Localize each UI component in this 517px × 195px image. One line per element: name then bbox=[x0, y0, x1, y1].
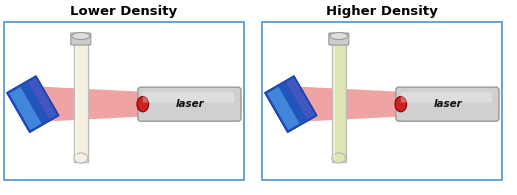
FancyBboxPatch shape bbox=[262, 22, 502, 180]
Polygon shape bbox=[32, 86, 229, 122]
FancyBboxPatch shape bbox=[329, 33, 349, 45]
Text: Higher Density: Higher Density bbox=[326, 5, 438, 19]
FancyBboxPatch shape bbox=[265, 76, 317, 133]
Ellipse shape bbox=[395, 97, 407, 112]
Text: laser: laser bbox=[176, 99, 205, 109]
Ellipse shape bbox=[74, 153, 88, 163]
Ellipse shape bbox=[72, 33, 90, 40]
Ellipse shape bbox=[137, 97, 149, 112]
Ellipse shape bbox=[332, 153, 346, 163]
FancyBboxPatch shape bbox=[401, 92, 492, 103]
FancyBboxPatch shape bbox=[7, 76, 59, 133]
FancyBboxPatch shape bbox=[9, 87, 41, 130]
FancyBboxPatch shape bbox=[143, 92, 234, 103]
FancyBboxPatch shape bbox=[286, 78, 314, 119]
FancyBboxPatch shape bbox=[4, 22, 244, 180]
FancyBboxPatch shape bbox=[267, 87, 299, 130]
FancyBboxPatch shape bbox=[74, 44, 88, 162]
Ellipse shape bbox=[330, 33, 348, 40]
Text: laser: laser bbox=[434, 99, 463, 109]
Text: Lower Density: Lower Density bbox=[70, 5, 177, 19]
Polygon shape bbox=[290, 86, 487, 122]
FancyBboxPatch shape bbox=[396, 87, 499, 121]
FancyBboxPatch shape bbox=[138, 87, 241, 121]
FancyBboxPatch shape bbox=[71, 33, 91, 45]
FancyBboxPatch shape bbox=[28, 78, 56, 119]
FancyBboxPatch shape bbox=[332, 44, 346, 162]
